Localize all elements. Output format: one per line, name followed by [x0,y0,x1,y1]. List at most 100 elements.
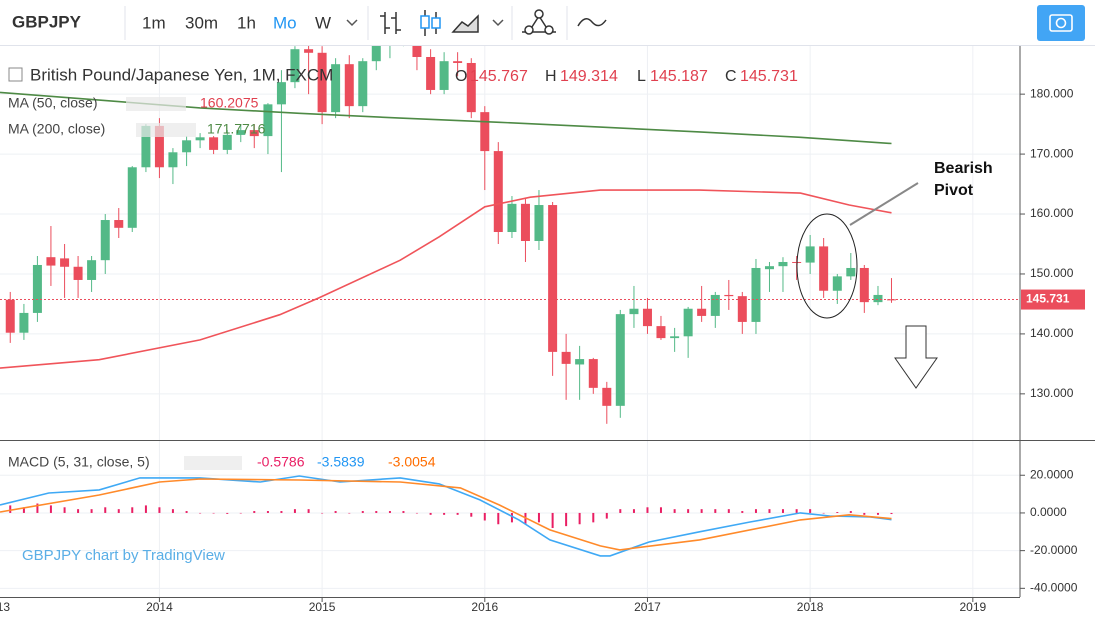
symbol[interactable]: GBPJPY [12,12,82,31]
indicators-icon[interactable] [534,9,544,19]
annotation: Bearish Pivot [934,160,993,199]
pointer-line [849,182,919,226]
histogram-bar [741,511,744,513]
legend-value: -0.5786 [257,454,305,470]
candle-body [195,137,205,141]
histogram-bar [171,509,174,513]
macd-pane [0,475,893,557]
interval[interactable]: 1m [142,13,166,32]
candle-body [656,326,666,339]
histogram-bar [212,512,215,514]
interval-active[interactable]: Mo [273,13,297,32]
ohlc-label: C [725,68,737,85]
candle-body [886,299,896,301]
candle-body [331,64,341,113]
histogram-bar [510,512,513,523]
dropdown[interactable] [346,19,358,27]
x-tick-label: 2015 [309,600,336,614]
histogram-bar [551,512,554,529]
interval[interactable]: W [315,13,331,32]
candles-icon[interactable] [431,17,441,29]
camera-icon [1049,14,1073,32]
area-icon[interactable] [451,14,479,33]
legend-icon[interactable] [8,67,23,82]
histogram-bar [253,511,256,513]
candle-body [249,130,259,137]
candle-body [304,49,314,53]
candle-body [548,205,558,352]
indicators-icon[interactable] [524,25,534,35]
candle-body [846,267,856,277]
compare-icon[interactable] [577,18,607,27]
candle-body [561,351,571,364]
candle-body [182,140,192,153]
legend-name: MA (50, close) [8,95,97,111]
histogram-bar [131,507,134,513]
y-tick-label: 20.0000 [1030,467,1074,481]
candle-body [87,260,97,280]
candle-body [805,246,815,263]
candle-body [629,308,639,315]
histogram-bar [158,507,161,513]
histogram-bar [388,511,391,513]
ohlc-value: 145.187 [650,68,708,85]
candle-body [832,276,842,291]
candle-body [588,359,598,388]
candle-body [466,62,476,113]
candles-icon[interactable] [420,15,430,29]
candle-body [507,203,517,233]
candle-body [642,308,652,327]
histogram-bar [578,512,581,525]
interval[interactable]: 1h [237,13,256,32]
interval[interactable]: 30m [185,13,218,32]
histogram-bar [199,512,202,514]
candle-body [778,261,788,267]
histogram-bar [876,512,879,515]
histogram-bar [809,509,812,513]
legend-controls[interactable] [184,456,242,470]
candle-body [764,266,774,270]
histogram-bar [375,511,378,513]
histogram-bar [185,511,188,513]
x-tick-label: 2019 [959,600,986,614]
candle-body [534,205,544,242]
histogram-bar [646,507,649,513]
candle-body [371,45,381,62]
snapshot-button[interactable] [1037,5,1085,41]
camera-icon [1055,17,1067,29]
candle-body [100,220,110,261]
histogram-bar [754,509,757,513]
candle-body [344,64,354,107]
candle-body [141,125,151,168]
x-tick-label: 2013 [0,600,10,614]
ohlc-label: L [637,68,646,85]
histogram-bar [565,512,568,527]
candle-body [114,220,124,228]
histogram-bar [659,507,662,513]
y-tick-label: 170.000 [1030,146,1074,160]
histogram-bar [63,507,66,513]
candle-body [819,246,829,291]
histogram-bar [768,509,771,513]
y-tick-label: 130.000 [1030,386,1074,400]
candle-body [724,294,734,297]
legend-controls[interactable] [136,123,196,137]
histogram-bar [537,512,540,523]
legend-value: 160.2075 [200,95,259,111]
dropdown[interactable] [492,19,504,27]
candle-body [154,125,164,168]
histogram-bar [117,509,120,513]
histogram-bar [104,507,107,513]
candle-body [575,359,585,365]
axes: 2013 2014 2015 2016 2017 2018 2019 130.000 140.0… [0,86,1085,614]
y-tick-label: -20.0000 [1030,543,1078,557]
legend-controls[interactable] [126,97,186,111]
histogram-bar [592,512,595,523]
indicators-icon[interactable] [544,25,554,35]
bars-icon[interactable] [380,12,401,34]
y-tick-label: 150.000 [1030,266,1074,280]
candle-body [737,296,747,322]
candle-body [263,104,273,137]
